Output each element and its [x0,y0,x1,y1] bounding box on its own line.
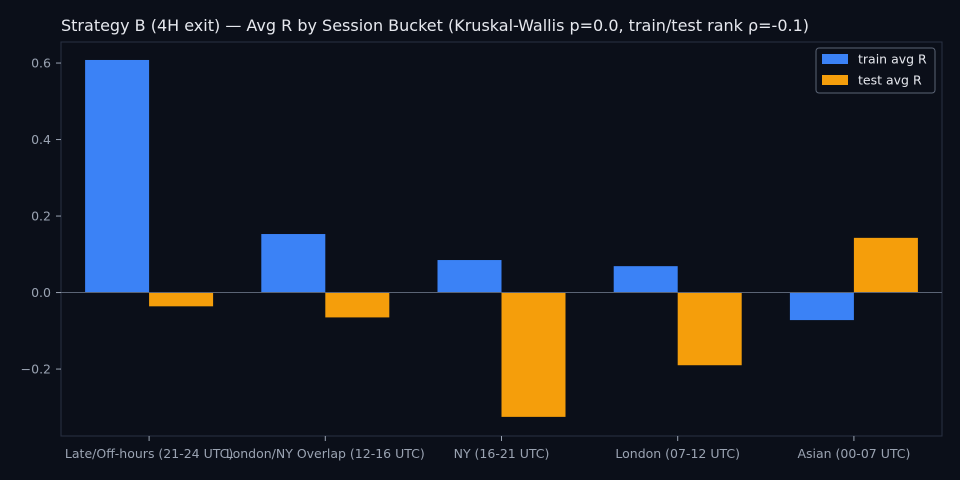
legend-swatch-test [822,75,848,85]
y-axis: −0.2 0.0 0.2 0.4 0.6 [21,56,61,377]
bar-test-3 [677,292,742,366]
x-tick-label: NY (16-21 UTC) [454,446,550,461]
x-axis: Late/Off-hours (21-24 UTC)London/NY Over… [65,436,910,461]
x-tick-label: London (07-12 UTC) [615,446,740,461]
bar-test-0 [149,292,214,307]
x-tick-label: Late/Off-hours (21-24 UTC) [65,446,233,461]
bar-train-2 [437,260,502,293]
y-tick-label: 0.0 [31,285,51,300]
legend-swatch-train [822,54,848,64]
x-tick-label: Asian (00-07 UTC) [797,446,910,461]
y-tick-label: −0.2 [21,362,51,377]
y-tick-label: 0.2 [31,209,51,224]
bar-train-1 [261,234,326,293]
legend-label-train: train avg R [858,52,927,67]
bars-group [61,59,942,417]
y-tick-label: 0.4 [31,132,51,147]
chart-title: Strategy B (4H exit) — Avg R by Session … [61,16,809,35]
bar-test-1 [325,292,390,318]
legend: train avg R test avg R [815,47,936,94]
bar-train-0 [85,59,150,293]
bar-train-4 [789,292,854,321]
x-tick-label: London/NY Overlap (12-16 UTC) [226,446,425,461]
bar-train-3 [613,266,678,293]
legend-label-test: test avg R [858,73,922,88]
bar-test-4 [853,237,918,293]
y-tick-label: 0.6 [31,56,51,71]
bar-test-2 [501,292,566,417]
